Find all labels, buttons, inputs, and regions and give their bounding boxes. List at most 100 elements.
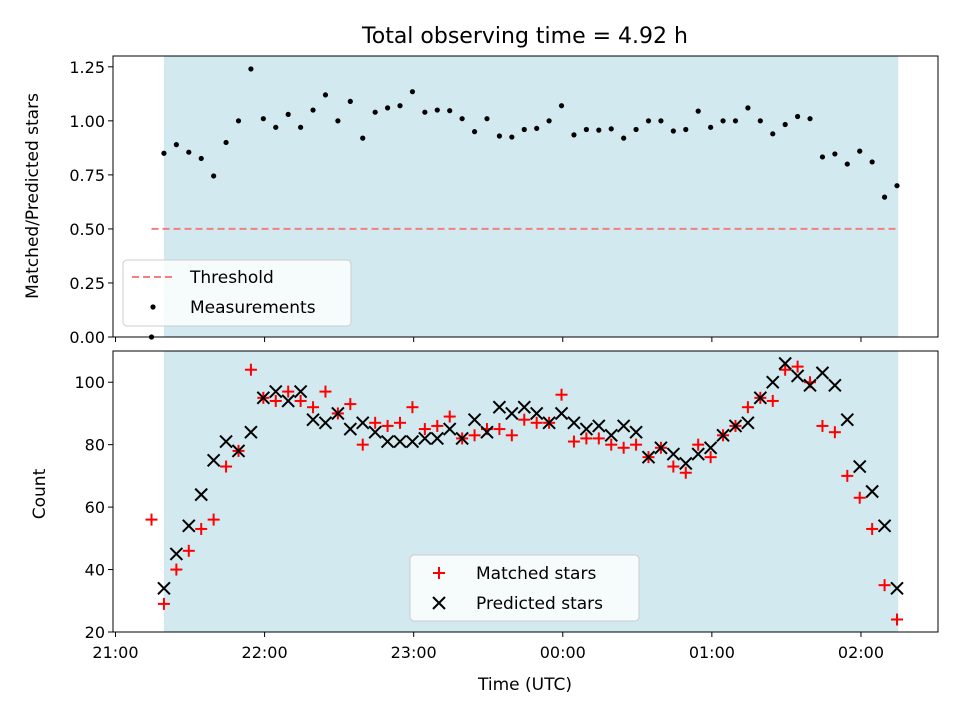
predicted-star-point: [368, 425, 382, 439]
measurement-point: [558, 103, 565, 109]
measurement-point: [795, 113, 801, 120]
matched-star-point: [381, 419, 394, 432]
legend-measurements-swatch: [150, 304, 156, 310]
measurement-point: [459, 116, 465, 122]
matched-star-point: [567, 435, 580, 448]
top-y-tick-label: 1.25: [69, 58, 105, 77]
predicted-star-point: [567, 416, 581, 430]
matched-star-point: [294, 394, 307, 407]
bottom-x-tick-label: 00:00: [540, 643, 586, 662]
measurement-point: [571, 132, 577, 138]
measurement-point: [397, 103, 403, 109]
matched-star-point: [816, 419, 829, 432]
matched-star-point: [580, 432, 593, 445]
bottom-x-tick-label: 23:00: [391, 643, 437, 662]
predicted-star-point: [281, 394, 295, 408]
measurement-point: [347, 98, 353, 104]
predicted-star-point: [877, 519, 892, 533]
predicted-star-point: [703, 441, 718, 455]
predicted-star-point: [455, 431, 469, 446]
measurement-point: [782, 121, 788, 128]
matched-star-point: [394, 416, 407, 429]
measurement-point: [298, 124, 304, 130]
predicted-star-point: [269, 384, 283, 399]
measurement-point: [695, 108, 701, 114]
measurement-point: [310, 107, 316, 113]
measurement-point: [484, 116, 490, 122]
x-axis-label: Time (UTC): [477, 675, 572, 695]
predicted-star-point: [331, 406, 345, 421]
matched-star-point: [207, 513, 220, 526]
legend-measurements-label: Measurements: [190, 298, 316, 318]
predicted-star-point: [418, 431, 432, 446]
matched-star-point: [195, 522, 208, 535]
matched-star-point: [841, 469, 854, 482]
predicted-star-point: [691, 447, 705, 461]
chart-title: Total observing time = 4.92 h: [361, 24, 688, 49]
bottom-x-tick-label: 21:00: [92, 643, 138, 662]
measurement-point: [211, 173, 217, 179]
bottom-legend-box: [409, 554, 640, 622]
predicted-star-point: [231, 444, 246, 458]
predicted-star-point: [256, 391, 271, 405]
predicted-star-point: [393, 434, 407, 449]
measurement-point: [372, 109, 378, 115]
measurement-point: [894, 183, 900, 189]
measurement-point: [708, 124, 714, 130]
predicted-star-point: [194, 487, 208, 502]
measurement-point: [223, 139, 229, 146]
measurement-point: [186, 149, 192, 155]
matched-star-point: [890, 613, 903, 626]
top-panel: 0.00 0.25 0.50 0.75 1.00 1.25 Matched/Predict…: [23, 55, 939, 347]
measurement-point: [384, 105, 391, 111]
measurement-point: [322, 92, 329, 98]
top-y-tick-label: 0.00: [69, 328, 105, 347]
predicted-star-point: [778, 356, 792, 371]
matched-star-point: [878, 579, 891, 592]
legend-predicted-swatch: [432, 596, 446, 610]
bottom-x-tick-label: 01:00: [689, 643, 735, 662]
matched-star-point: [431, 419, 444, 432]
predicted-star-point: [169, 547, 184, 561]
measurement-point: [198, 155, 204, 162]
matched-star-point: [866, 522, 879, 535]
bottom-y-tick-label: 40: [85, 561, 105, 580]
measurement-point: [683, 126, 689, 133]
matched-star-point: [182, 544, 195, 557]
bottom-y-tick-label: 80: [85, 436, 105, 455]
measurement-point: [161, 150, 167, 156]
measurement-point: [608, 126, 614, 132]
measurement-point: [857, 148, 863, 154]
predicted-star-point: [790, 369, 805, 383]
bottom-y-axis-label: Count: [30, 468, 50, 519]
measurement-point: [583, 126, 589, 133]
measurement-point: [260, 116, 266, 122]
predicted-star-point: [592, 419, 606, 433]
matched-star-point: [220, 460, 233, 473]
bottom-y-axis-ticks: 20 40 60 80 100: [74, 373, 113, 642]
predicted-star-point: [505, 406, 519, 421]
matched-star-point: [555, 388, 568, 401]
matched-star-point: [269, 394, 282, 407]
matched-star-point: [344, 398, 357, 411]
predicted-star-point: [728, 419, 743, 433]
measurement-point: [645, 118, 652, 124]
predicted-star-point: [641, 450, 656, 464]
matched-star-point: [369, 416, 382, 429]
predicted-star-point: [443, 422, 457, 436]
predicted-star-point: [430, 431, 444, 446]
predicted-star-point: [542, 416, 556, 430]
predicted-star-point: [666, 447, 681, 461]
matched-star-point: [791, 360, 804, 373]
matched-star-point: [356, 438, 369, 451]
top-y-tick-label: 0.50: [69, 220, 105, 239]
legend-matched-swatch: [433, 567, 445, 579]
matched-star-point: [667, 460, 680, 473]
matched-star-point: [319, 385, 332, 398]
predicted-star-point: [467, 412, 482, 427]
measurement-point: [434, 107, 440, 113]
predicted-star-point: [890, 581, 904, 595]
matched-star-point: [704, 451, 717, 464]
predicted-star-point: [380, 434, 395, 449]
predicted-star-point: [517, 400, 531, 414]
